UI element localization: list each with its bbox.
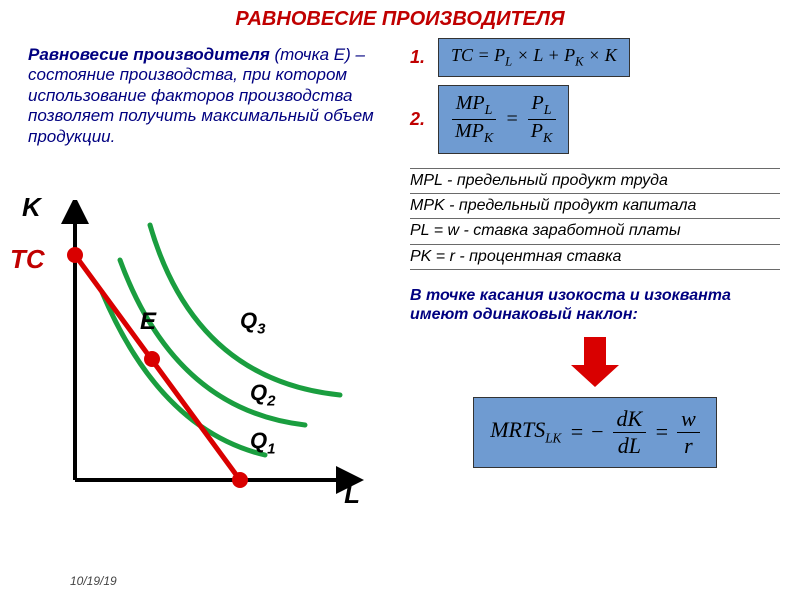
chart-svg xyxy=(20,200,390,510)
isoquant-label-q3: Q3 xyxy=(240,308,265,337)
formula-row-2: 2. MPL MPK = PL PK xyxy=(410,85,780,154)
definition-text: Равновесие производителя (точка E) – сос… xyxy=(28,45,388,147)
arrow-down-icon xyxy=(565,335,625,393)
def-mpk: MPK - предельный продукт капитала xyxy=(410,193,780,218)
chart-container: K TC E Q3 Q2 Q1 L xyxy=(20,200,390,530)
frac-p: PL PK xyxy=(527,92,557,147)
def-mpl: MPL - предельный продукт труда xyxy=(410,168,780,193)
formula-mp-ratio: MPL MPK = PL PK xyxy=(438,85,569,154)
frac-mp: MPL MPK xyxy=(451,92,497,147)
formula-number-2: 2. xyxy=(410,109,438,130)
formula-mrts-wrap: MRTSLK = − dK dL = w r xyxy=(410,397,780,468)
isoquant-label-q2: Q2 xyxy=(250,380,275,409)
formula-tc: TC = PL × L + PK × K xyxy=(438,38,630,77)
slide-date: 10/19/19 xyxy=(70,574,117,588)
left-column: Равновесие производителя (точка E) – сос… xyxy=(28,45,388,147)
tangent-text: В точке касания изокоста и изокванта име… xyxy=(410,286,780,324)
def-pk: PK = r - процентная ставка xyxy=(410,244,780,270)
right-column: 1. TC = PL × L + PK × K 2. MPL MPK = PL … xyxy=(410,38,780,468)
def-pl: PL = w - ставка заработной платы xyxy=(410,218,780,243)
formula-row-1: 1. TC = PL × L + PK × K xyxy=(410,38,780,77)
point-e-label: E xyxy=(140,308,156,336)
equals-sign: = xyxy=(505,108,519,131)
frac-w-r: w r xyxy=(677,406,700,459)
frac-dk-dl: dK dL xyxy=(613,406,647,459)
definitions-list: MPL - предельный продукт труда MPK - пре… xyxy=(410,168,780,271)
definition-bold: Равновесие производителя xyxy=(28,45,270,64)
axis-label-l: L xyxy=(344,479,360,510)
page-title: РАВНОВЕСИЕ ПРОИЗВОДИТЕЛЯ xyxy=(0,0,800,31)
formula-number-1: 1. xyxy=(410,47,438,68)
isoquant-label-q1: Q1 xyxy=(250,428,275,457)
formula-mrts: MRTSLK = − dK dL = w r xyxy=(473,397,717,468)
